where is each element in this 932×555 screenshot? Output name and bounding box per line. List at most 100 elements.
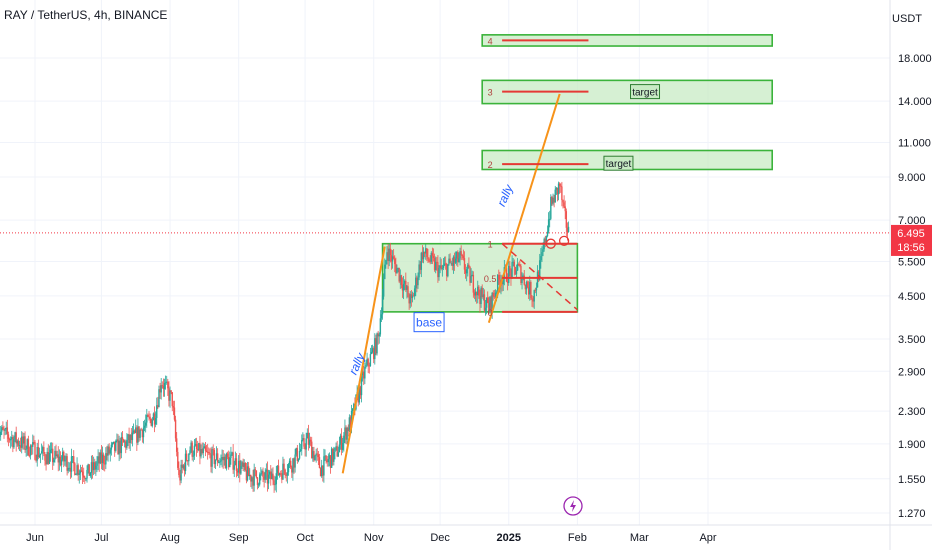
candle-body <box>211 449 212 467</box>
candle-body <box>39 455 40 457</box>
candle-body <box>370 354 371 366</box>
candle <box>188 453 189 467</box>
x-tick-label: Jun <box>26 532 44 544</box>
candle-body <box>318 454 319 457</box>
candle-body <box>209 453 210 454</box>
candle-body <box>256 470 257 477</box>
candle-body <box>473 275 474 293</box>
candle-body <box>122 437 123 440</box>
candle <box>561 182 562 206</box>
candle <box>110 448 111 462</box>
x-tick-label: Sep <box>229 532 249 544</box>
candle-body <box>193 456 194 457</box>
candle-body <box>442 268 443 269</box>
candle-body <box>367 359 368 366</box>
candle-body <box>49 453 50 464</box>
x-tick-label: Oct <box>297 532 314 544</box>
candle-body <box>401 275 402 285</box>
candle <box>236 453 237 477</box>
candle-body <box>205 446 206 450</box>
candle-body <box>301 440 302 449</box>
candle <box>34 440 35 460</box>
y-tick-label: 2.900 <box>898 366 926 378</box>
candle <box>256 470 257 478</box>
candle <box>15 427 16 452</box>
candle-body <box>178 468 179 475</box>
candle-body <box>562 200 563 202</box>
candle-body <box>272 474 273 481</box>
candle-body <box>274 484 275 485</box>
candle <box>185 448 186 474</box>
y-tick-label: 1.550 <box>898 474 926 486</box>
y-tick-label: 5.500 <box>898 256 926 268</box>
candle-body <box>196 444 197 449</box>
candle-body <box>260 473 261 474</box>
candle <box>297 445 298 464</box>
candle-body <box>44 454 45 461</box>
candle-body <box>463 256 464 258</box>
candle <box>103 453 104 471</box>
candle <box>370 348 371 367</box>
candle <box>380 310 381 337</box>
candle <box>203 443 204 458</box>
candle-body <box>328 459 329 462</box>
candle-body <box>449 259 450 263</box>
candle-body <box>79 473 80 475</box>
candle <box>80 465 81 480</box>
candle-body <box>2 427 3 430</box>
candle <box>18 438 19 450</box>
candle <box>341 428 342 455</box>
lightning-icon[interactable] <box>564 497 582 515</box>
candle-body <box>164 383 165 389</box>
candle <box>81 467 82 472</box>
candle-body <box>253 469 254 485</box>
level-label-0.5: 0.5 <box>484 274 497 284</box>
candle-body <box>191 443 192 457</box>
x-tick-label: Mar <box>630 532 649 544</box>
candle <box>548 212 549 233</box>
candle-body <box>156 405 157 418</box>
candle-body <box>262 471 263 477</box>
candle <box>248 462 249 476</box>
candle-body <box>7 428 8 435</box>
candle-body <box>167 382 168 389</box>
candle-body <box>268 475 269 484</box>
candle-body <box>468 265 469 267</box>
candle <box>82 465 83 484</box>
candle <box>220 454 221 465</box>
x-tick-label: Feb <box>568 532 587 544</box>
candlesticks <box>0 182 569 493</box>
candle <box>259 472 260 486</box>
y-tick-label: 4.500 <box>898 291 926 303</box>
candle-body <box>229 458 230 467</box>
candle-body <box>314 456 315 461</box>
candle <box>90 472 91 478</box>
candle-body <box>563 202 564 206</box>
candle-body <box>319 457 320 468</box>
candle <box>49 446 50 465</box>
candle <box>290 457 291 469</box>
candle-body <box>283 464 284 470</box>
candle <box>158 386 159 408</box>
candle-body <box>381 314 382 318</box>
target-label-text: target <box>606 159 632 170</box>
target-label-text: target <box>632 88 658 99</box>
candle-body <box>559 184 560 186</box>
candle-body <box>384 265 385 279</box>
candle-body <box>303 438 304 447</box>
candle-body <box>132 433 133 440</box>
candle <box>180 460 181 483</box>
candle-body <box>458 258 459 262</box>
candle-body <box>540 256 541 260</box>
candle-body <box>152 420 153 426</box>
candle-body <box>385 260 386 264</box>
candle-body <box>394 259 395 264</box>
candle-body <box>566 211 567 228</box>
candle-body <box>218 462 219 463</box>
candle-body <box>393 256 394 258</box>
candle-body <box>443 265 444 268</box>
candle-body <box>255 469 256 470</box>
candle <box>314 455 315 461</box>
